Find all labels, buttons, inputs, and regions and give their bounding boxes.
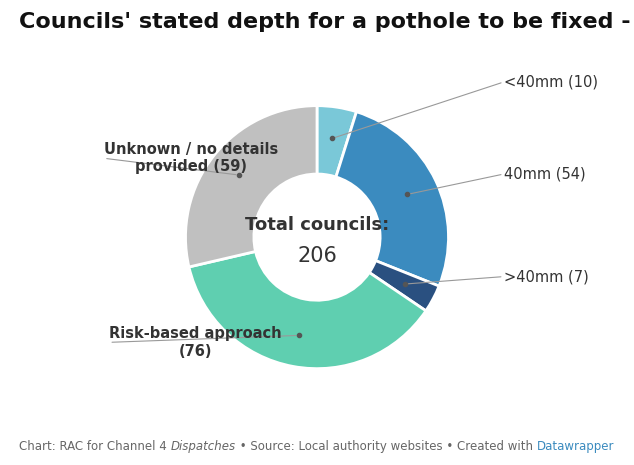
- Text: Risk-based approach
(76): Risk-based approach (76): [109, 326, 282, 359]
- Wedge shape: [336, 112, 448, 286]
- Text: 40mm (54): 40mm (54): [503, 166, 585, 181]
- Text: Chart: RAC for Channel 4: Chart: RAC for Channel 4: [19, 440, 171, 453]
- Wedge shape: [189, 252, 426, 369]
- Text: Unknown / no details
provided (59): Unknown / no details provided (59): [104, 142, 278, 174]
- Wedge shape: [369, 261, 439, 311]
- Text: >40mm (7): >40mm (7): [503, 269, 588, 284]
- Wedge shape: [317, 106, 356, 177]
- Text: <40mm (10): <40mm (10): [503, 74, 598, 89]
- Text: • Source: Local authority websites • Created with: • Source: Local authority websites • Cre…: [236, 440, 536, 453]
- Text: Dispatches: Dispatches: [171, 440, 236, 453]
- Wedge shape: [186, 106, 317, 267]
- Text: Councils' stated depth for a pothole to be fixed - if given: Councils' stated depth for a pothole to …: [19, 12, 634, 32]
- Text: Datawrapper: Datawrapper: [536, 440, 614, 453]
- Text: 206: 206: [297, 246, 337, 266]
- Text: Total councils:: Total councils:: [245, 216, 389, 234]
